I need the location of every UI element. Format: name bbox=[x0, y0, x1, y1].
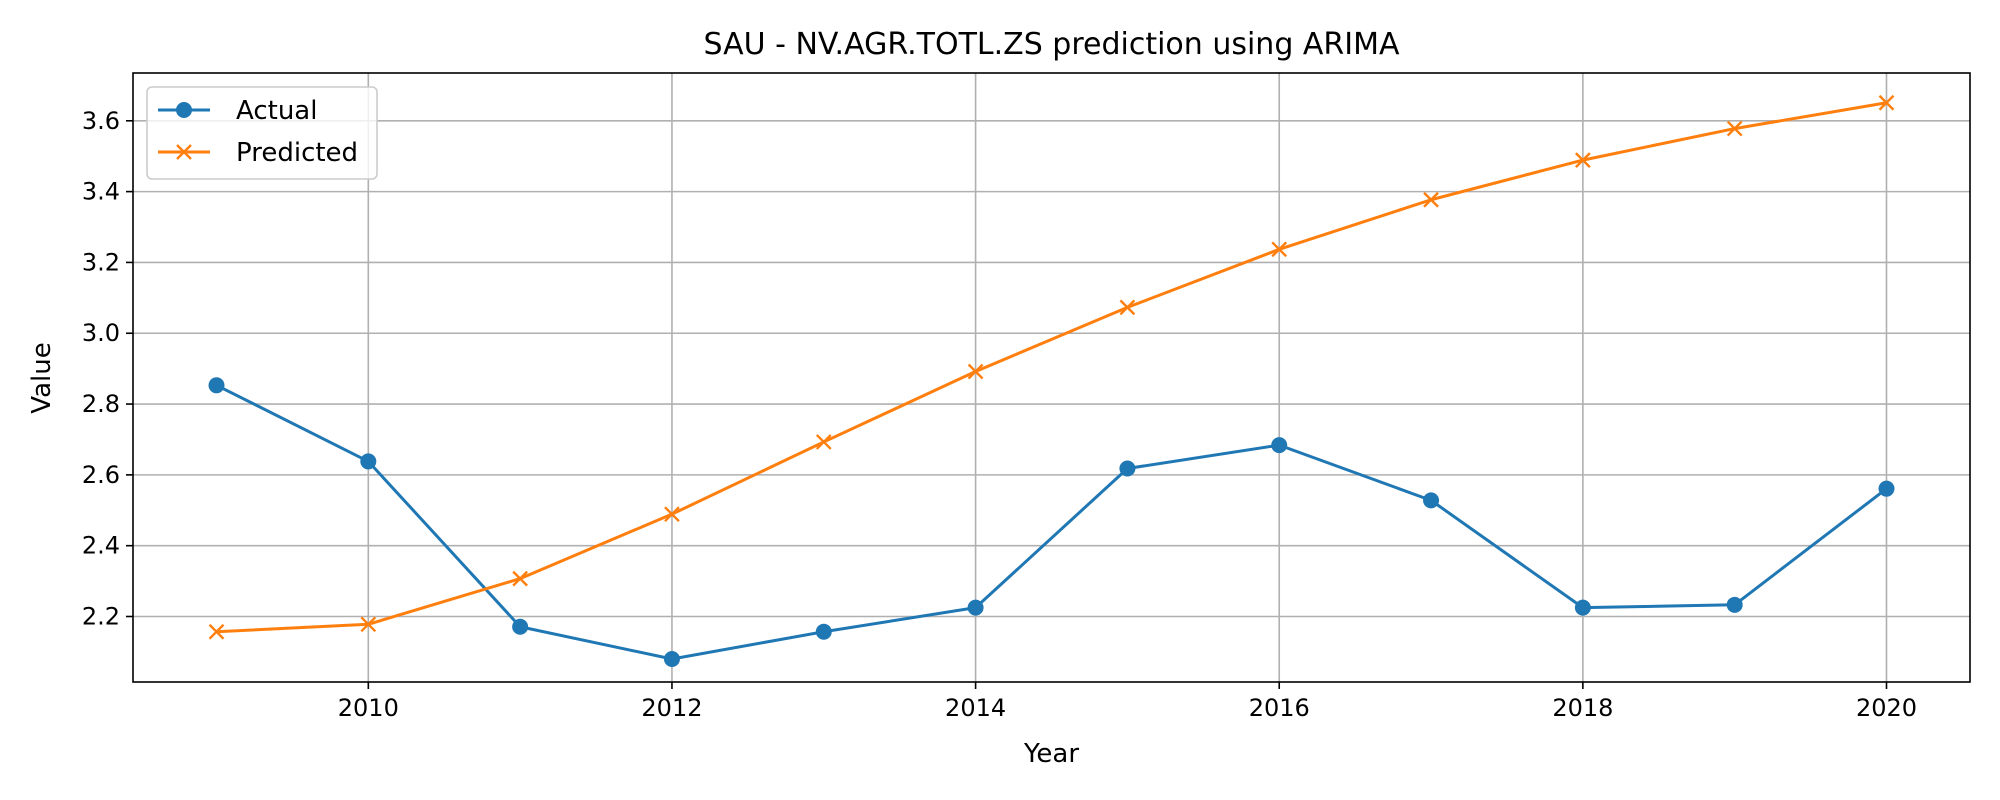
predicted-data-point bbox=[360, 616, 377, 633]
predicted-data-point bbox=[512, 570, 528, 587]
y-tick-label: 3.6 bbox=[82, 107, 120, 135]
y-tick-label: 3.0 bbox=[82, 319, 120, 347]
predicted-data-point bbox=[1423, 191, 1439, 208]
predicted-data-point bbox=[208, 623, 225, 640]
tick-layer: 2010 2012 2014 2016 2018 2020 2.2 2.4 2.6 2.8 3.0 3… bbox=[82, 107, 1917, 722]
chart-title: SAU - NV.AGR.TOTL.ZS prediction using AR… bbox=[703, 27, 1400, 62]
predicted-data-point bbox=[1575, 152, 1591, 168]
actual-data-point bbox=[512, 618, 529, 635]
grid-layer bbox=[133, 73, 1970, 682]
actual-data-point bbox=[1423, 492, 1440, 509]
x-tick-label: 2014 bbox=[945, 694, 1006, 722]
actual-data-point bbox=[815, 623, 832, 640]
x-tick-label: 2018 bbox=[1552, 694, 1613, 722]
legend-actual-label: Actual bbox=[236, 96, 317, 126]
actual-data-point bbox=[1726, 596, 1743, 613]
x-tick-label: 2016 bbox=[1249, 694, 1310, 722]
predicted-data-point bbox=[664, 506, 680, 523]
y-tick-label: 3.2 bbox=[82, 248, 120, 276]
predicted-series-line bbox=[216, 101, 1887, 634]
plot-frame bbox=[132, 72, 1971, 683]
legend-predicted-marker bbox=[176, 144, 192, 160]
legend-predicted-label: Predicted bbox=[236, 138, 358, 168]
x-tick-label: 2010 bbox=[338, 694, 399, 722]
actual-data-point bbox=[967, 599, 984, 616]
actual-data-point bbox=[208, 377, 225, 394]
predicted-data-point bbox=[1271, 241, 1288, 258]
y-tick-label: 2.6 bbox=[82, 461, 120, 489]
legend-actual-marker bbox=[176, 102, 192, 118]
y-tick-label: 3.4 bbox=[82, 178, 120, 206]
series-layer bbox=[208, 94, 1895, 667]
actual-data-point bbox=[1878, 480, 1895, 497]
x-tick-label: 2020 bbox=[1856, 694, 1917, 722]
predicted-data-point bbox=[1726, 120, 1743, 137]
y-tick-label: 2.2 bbox=[82, 602, 120, 630]
predicted-data-point bbox=[1119, 299, 1136, 316]
predicted-data-point bbox=[815, 434, 832, 450]
y-axis-label: Value bbox=[27, 342, 57, 413]
y-tick-label: 2.4 bbox=[82, 532, 120, 560]
actual-series-line bbox=[215, 383, 1888, 661]
actual-data-point bbox=[360, 453, 377, 470]
actual-data-point bbox=[1119, 460, 1136, 477]
actual-data-point bbox=[663, 650, 680, 667]
x-axis-label: Year bbox=[1023, 739, 1079, 769]
y-tick-label: 2.8 bbox=[82, 390, 120, 418]
actual-data-point bbox=[1574, 599, 1591, 616]
predicted-data-point bbox=[1878, 94, 1895, 111]
predicted-data-point bbox=[967, 363, 984, 380]
actual-data-point bbox=[1271, 437, 1288, 454]
legend: Actual Predicted bbox=[146, 86, 378, 180]
x-tick-label: 2012 bbox=[641, 694, 702, 722]
